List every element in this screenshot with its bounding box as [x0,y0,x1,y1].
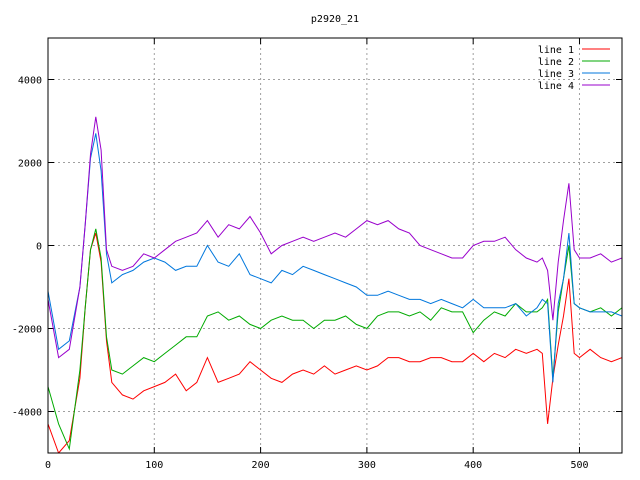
x-tick-label: 0 [45,460,51,471]
x-tick-label: 500 [570,460,588,471]
y-tick-label: -4000 [12,408,42,419]
x-tick-label: 100 [145,460,163,471]
series-group [48,116,622,453]
legend-label-3: line 3 [538,69,574,80]
y-tick-label: 4000 [18,76,42,87]
plot-frame [47,37,623,454]
series-line-2 [48,228,622,451]
chart-title: p2920_21 [311,14,359,25]
y-tick-label: 0 [36,242,42,253]
y-tick-label: -2000 [12,325,42,336]
series-line-4 [48,116,622,359]
grid [48,38,622,453]
legend-label-1: line 1 [538,45,574,56]
legend-label-2: line 2 [538,57,574,68]
x-tick-label: 400 [464,460,482,471]
x-tick-label: 200 [252,460,270,471]
y-tick-label: 2000 [18,159,42,170]
axis-ticks: 0 100 200 300 400 500 -4000 -2000 0 2000 4000 [12,38,622,471]
x-tick-label: 300 [358,460,376,471]
legend-label-4: line 4 [538,81,574,92]
series-line-3 [48,133,622,383]
series-line-1 [48,232,622,453]
